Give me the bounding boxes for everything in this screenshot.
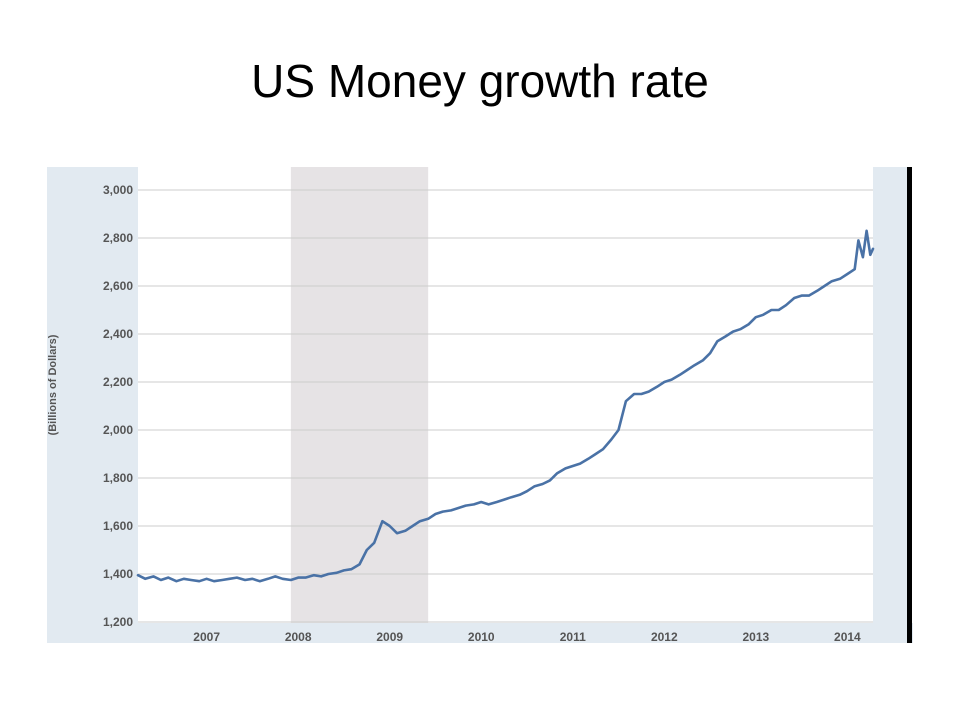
series-line (136, 229, 875, 583)
x-tick-label: 2012 (651, 630, 678, 643)
chart-panel-bottom (47, 623, 913, 643)
recession-band (290, 167, 429, 623)
y-tick-label: 1,600 (103, 519, 133, 533)
x-tick-label: 2009 (376, 630, 403, 643)
x-tick-label: 2014 (834, 630, 861, 643)
slide-title: US Money growth rate (251, 55, 709, 107)
y-axis-label: (Billions of Dollars) (47, 334, 59, 435)
x-tick-label: 2010 (468, 630, 495, 643)
x-tick-label: 2007 (193, 630, 220, 643)
x-tick-label: 2013 (742, 630, 769, 643)
y-tick-label: 1,800 (103, 471, 133, 485)
x-tick-label: 2008 (285, 630, 312, 643)
chart-svg: 1,200 1,400 1,600 1,800 2,000 2,200 2,400 2,600… (47, 167, 913, 643)
chart-panel-right (873, 167, 907, 643)
y-tick-label: 2,600 (103, 279, 133, 293)
money-chart: 1,200 1,400 1,600 1,800 2,000 2,200 2,400 2,600… (47, 167, 913, 643)
y-tick-label: 1,400 (103, 567, 133, 581)
chart-panel-left (47, 167, 138, 643)
y-tick-label: 2,400 (103, 327, 133, 341)
y-tick-label: 2,200 (103, 375, 133, 389)
y-tick-label: 1,200 (103, 615, 133, 629)
y-tick-label: 3,000 (103, 183, 133, 197)
y-tick-label: 2,800 (103, 231, 133, 245)
x-tick-label: 2011 (560, 630, 586, 643)
right-frame-line (907, 167, 912, 643)
plot-area (138, 167, 873, 623)
y-tick-label: 2,000 (103, 423, 133, 437)
